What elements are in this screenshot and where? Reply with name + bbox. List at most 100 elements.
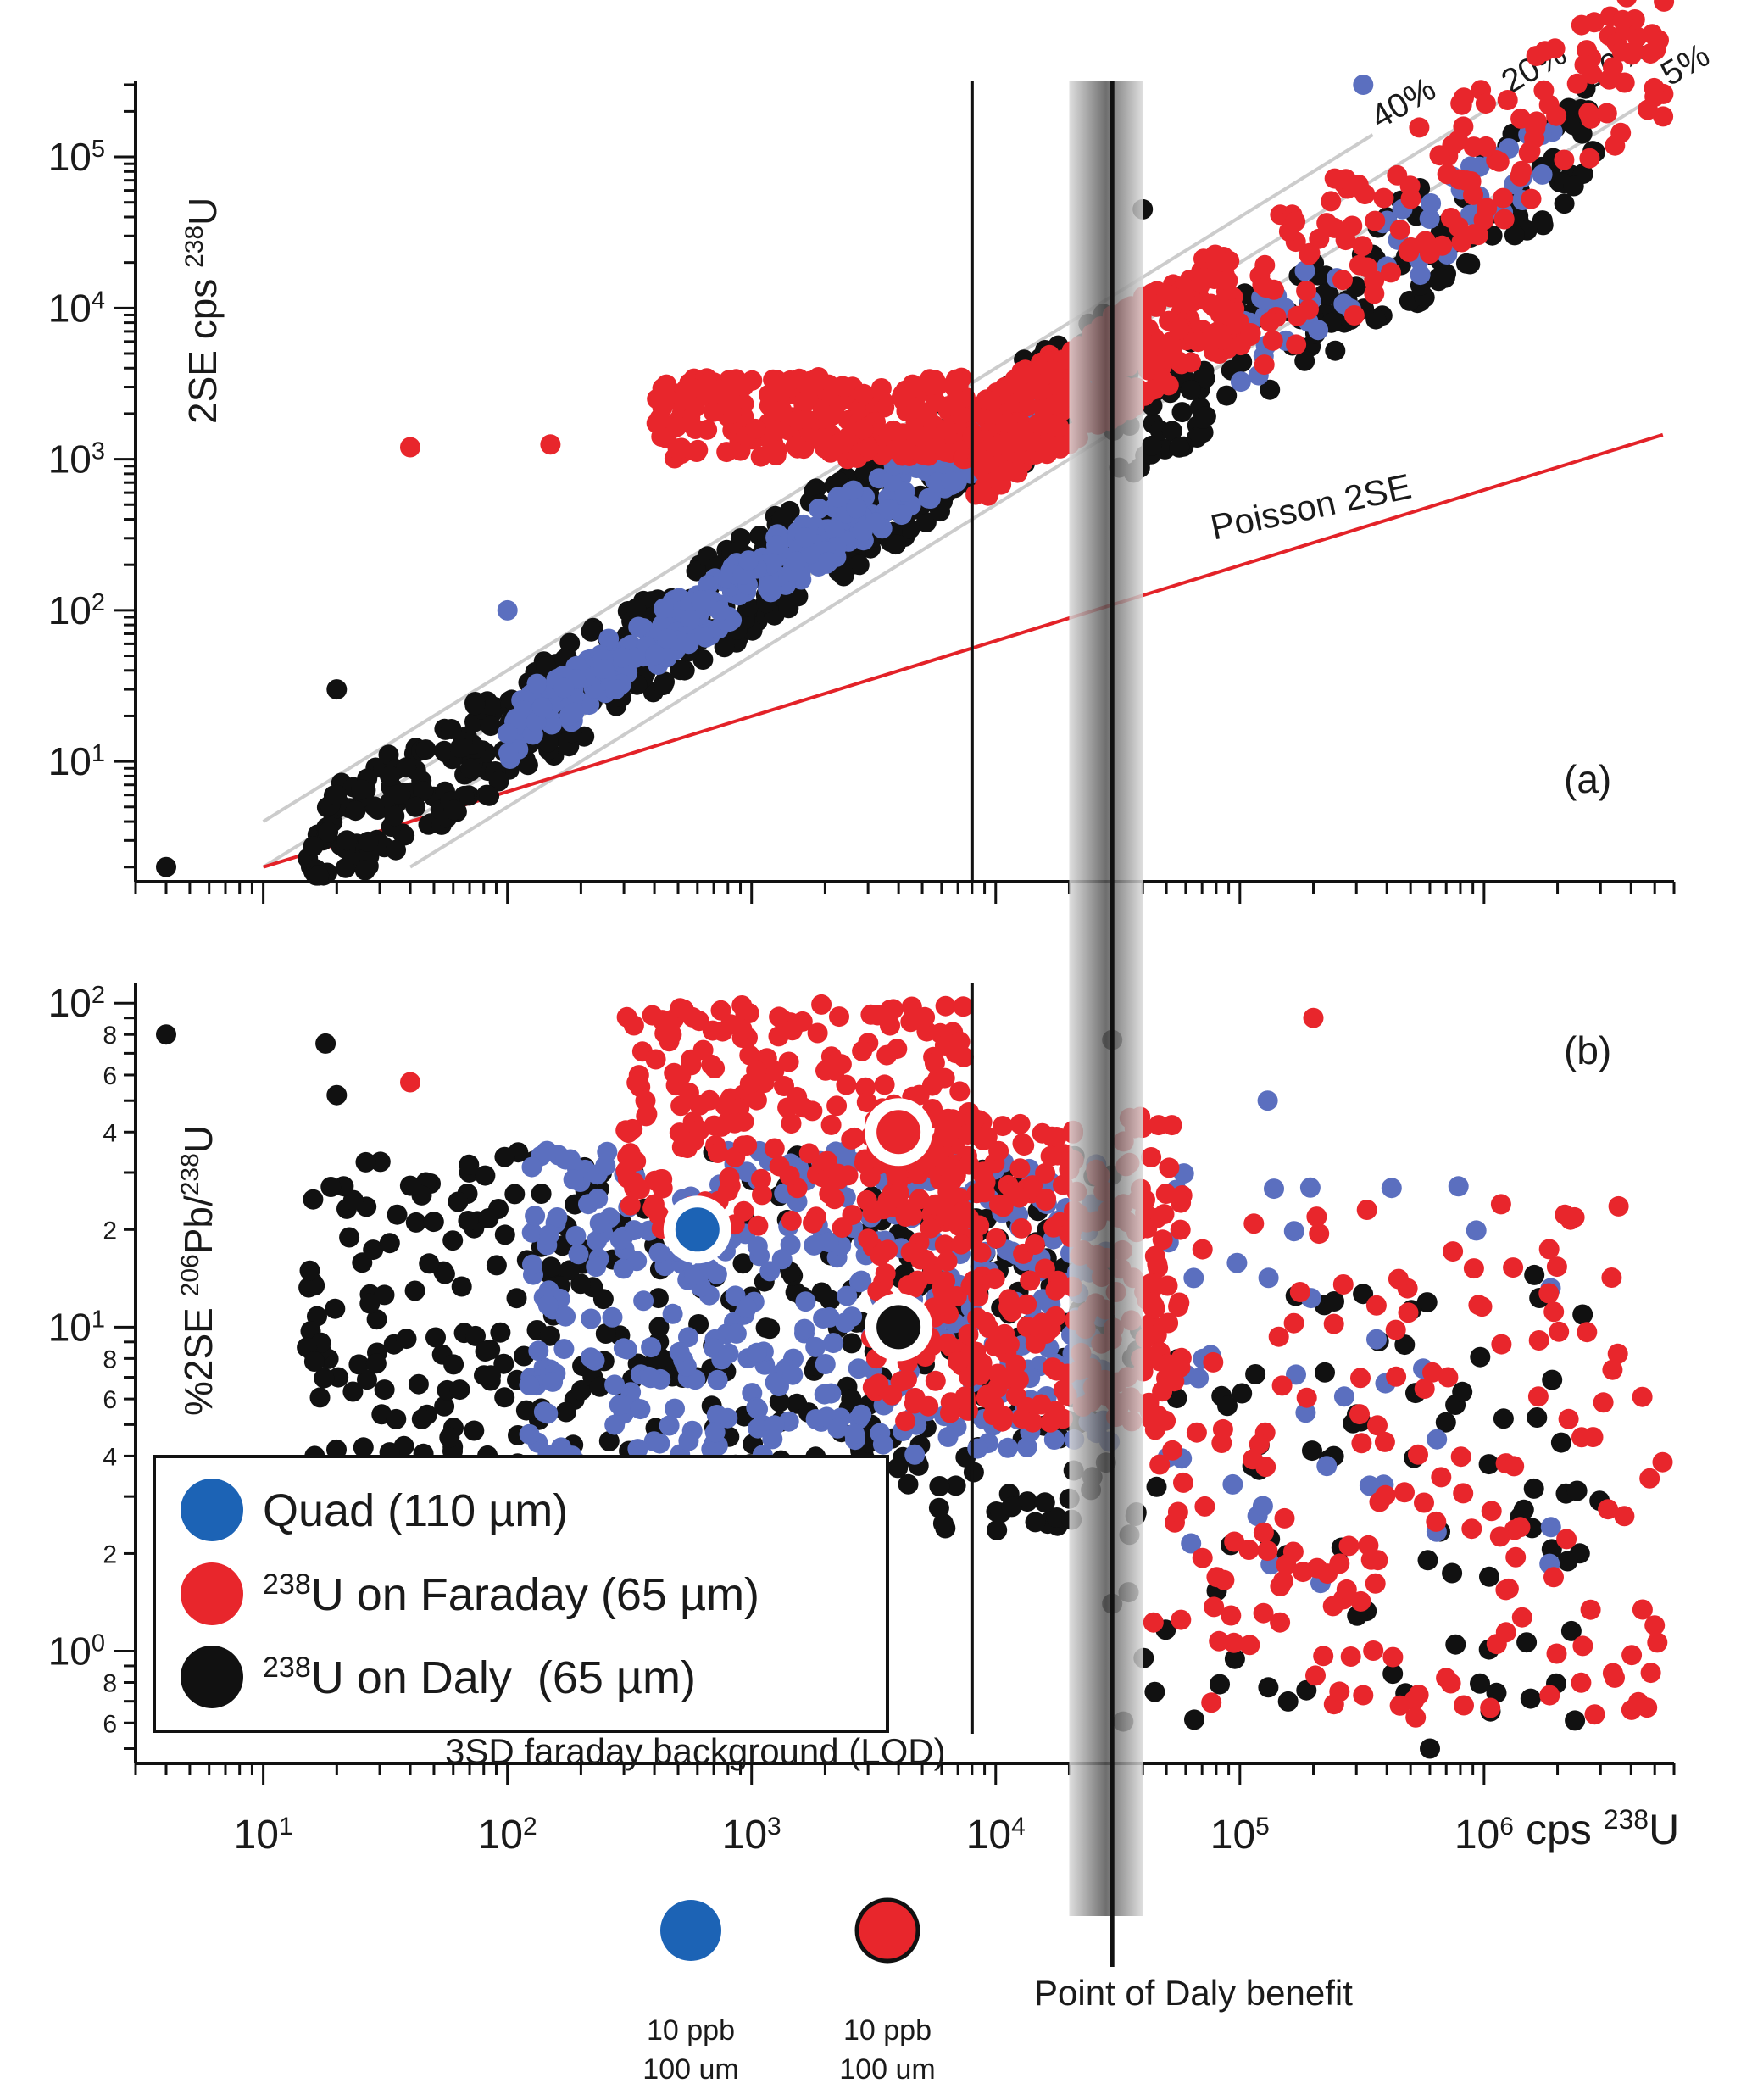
data-point-red (1538, 1239, 1560, 1260)
data-point-red (882, 999, 904, 1020)
data-point-red (1321, 191, 1342, 212)
panel-b-y-tick-label: 101 (48, 1305, 105, 1349)
data-point-red (1365, 1573, 1386, 1594)
data-point-red (1526, 111, 1547, 132)
data-point-red (1389, 1695, 1410, 1716)
data-point-blue (542, 1371, 564, 1392)
data-point-red (1157, 1353, 1178, 1374)
data-point-red (926, 1108, 948, 1129)
data-point-black (769, 1391, 790, 1412)
data-point-red (1255, 277, 1276, 298)
data-point-blue (904, 1444, 926, 1465)
data-point-red (750, 446, 771, 467)
data-point-red (1187, 331, 1209, 353)
data-point-red (1580, 1599, 1601, 1620)
data-point-red (1520, 141, 1541, 162)
data-point-black (555, 1401, 576, 1423)
data-point-black (945, 1475, 966, 1496)
data-point-black (1560, 1620, 1582, 1641)
data-point-blue (505, 708, 526, 729)
data-point-black (411, 1408, 432, 1429)
data-point-red (1335, 169, 1356, 190)
data-point-blue (1183, 1267, 1204, 1289)
data-point-red (1408, 1685, 1429, 1705)
data-point-blue (747, 1236, 768, 1256)
data-point-black (1315, 1362, 1335, 1383)
data-point-red (1169, 319, 1190, 340)
data-point-red (1375, 1484, 1396, 1506)
data-point-black (1161, 421, 1182, 442)
data-point-black (460, 758, 481, 779)
data-point-red (1209, 1630, 1230, 1652)
data-point-black (366, 1309, 387, 1330)
data-point-red (1504, 1456, 1525, 1477)
data-point-red (1363, 1640, 1384, 1661)
data-point-red (1253, 1602, 1274, 1624)
lod-label: 3SD faraday background (LOD) (445, 1731, 946, 1771)
data-point-black (353, 1437, 374, 1458)
data-point-red (1193, 267, 1215, 288)
data-point-red (1143, 334, 1165, 355)
data-point-blue (704, 1422, 726, 1443)
data-point-red (1272, 1570, 1293, 1591)
data-point-red (987, 435, 1008, 456)
data-point-red (1640, 1663, 1661, 1684)
data-point-red (1596, 103, 1617, 124)
data-point-black (987, 1519, 1008, 1540)
data-point-red (1035, 1162, 1056, 1184)
data-point-blue (564, 702, 585, 723)
data-point-blue (851, 1404, 872, 1425)
data-point-red (820, 1114, 842, 1135)
data-point-red (1356, 1200, 1377, 1220)
data-point-black (379, 1233, 400, 1254)
panel-a-scatter (156, 0, 1675, 886)
bottom-marker-red (854, 1897, 920, 1964)
data-point-black (1420, 1738, 1440, 1759)
data-point-black (475, 1341, 496, 1362)
data-point-red (1414, 1379, 1435, 1399)
data-point-blue (604, 1374, 626, 1395)
data-point-blue (641, 1337, 662, 1358)
data-point-blue (918, 487, 939, 509)
data-point-black (1171, 402, 1193, 423)
data-point-black (315, 1033, 336, 1054)
data-point-black (541, 1256, 562, 1278)
data-point-red (904, 1277, 925, 1298)
data-point-red (909, 1084, 930, 1106)
data-point-red (1546, 1643, 1567, 1664)
data-point-blue (707, 1369, 728, 1390)
data-point-black (459, 1154, 480, 1175)
data-point-black (1146, 1476, 1167, 1497)
data-point-blue (794, 527, 815, 549)
data-point-red (1022, 1412, 1043, 1433)
data-point-black (1554, 193, 1575, 214)
data-point-blue (605, 679, 626, 700)
data-point-red (975, 1312, 996, 1333)
panel-a-label: (a) (1564, 757, 1611, 801)
data-point-red (959, 1154, 980, 1175)
data-point-red (1257, 1540, 1278, 1562)
data-point-red (824, 403, 845, 424)
data-point-red (1577, 1322, 1598, 1343)
data-point-red (717, 394, 738, 415)
data-point-blue (521, 1222, 542, 1243)
data-point-red (1144, 1419, 1165, 1440)
data-point-red (1493, 209, 1515, 230)
data-point-red (945, 1043, 966, 1064)
data-point-red (1342, 215, 1363, 237)
data-point-black (820, 1290, 841, 1311)
bottom-marker-red-line1: 10 ppb (843, 2014, 932, 2047)
data-point-blue (805, 1409, 826, 1429)
x-tick-label: 104 (966, 1813, 1026, 1858)
data-point-red (1614, 72, 1635, 93)
data-point-red (1009, 1158, 1031, 1179)
data-point-red (993, 1196, 1014, 1217)
data-point-red (1453, 1483, 1474, 1504)
data-point-blue (553, 1339, 575, 1360)
data-point-black (1382, 1663, 1404, 1685)
data-point-red (781, 1020, 803, 1041)
data-point-red (1240, 323, 1261, 343)
data-point-red (1034, 1258, 1055, 1279)
data-point-red (1578, 103, 1599, 124)
data-point-red (997, 412, 1018, 433)
